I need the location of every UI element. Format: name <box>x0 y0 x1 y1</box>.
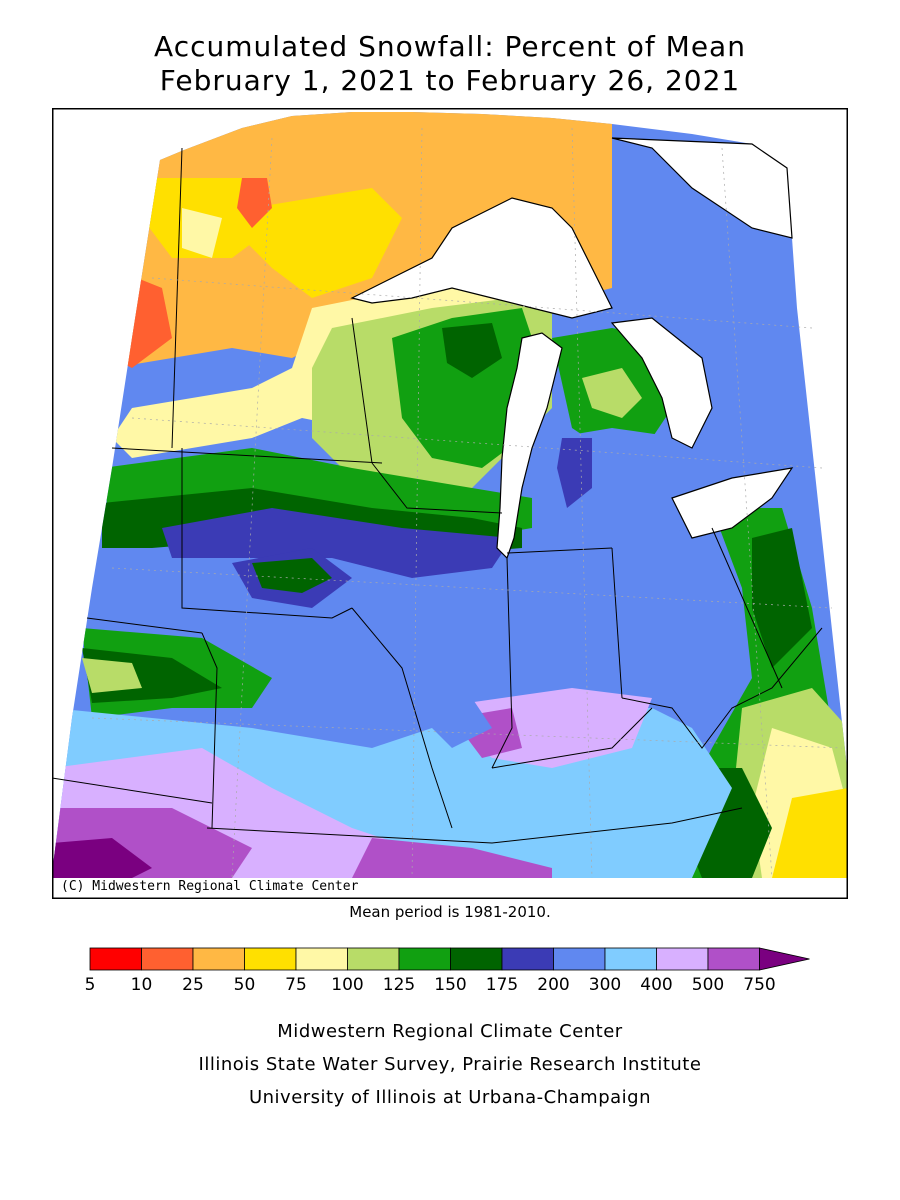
legend-tick-label: 150 <box>434 975 466 995</box>
legend-tick-label: 125 <box>383 975 415 995</box>
legend-tick-label: 400 <box>640 975 672 995</box>
map-title-line2: February 1, 2021 to February 26, 2021 <box>159 64 741 97</box>
legend-swatch <box>707 947 760 971</box>
copyright-credit: (C) Midwestern Regional Climate Center <box>56 878 364 895</box>
footer-line2: Illinois State Water Survey, Prairie Res… <box>198 1054 702 1075</box>
legend-tick-label: 100 <box>331 975 363 995</box>
map-frame <box>52 108 848 899</box>
legend-tick-label: 10 <box>131 975 153 995</box>
graticule <box>91 127 843 879</box>
state-borders <box>52 147 823 844</box>
legend-swatch <box>295 947 348 971</box>
legend-tick-label: 500 <box>692 975 724 995</box>
legend-swatch <box>192 947 245 971</box>
canada-region <box>611 137 793 239</box>
legend-tick-label: 5 <box>85 975 96 995</box>
legend-tick-label: 75 <box>285 975 307 995</box>
legend-swatch <box>604 947 657 971</box>
legend-swatch <box>244 947 297 971</box>
legend-swatch <box>656 947 709 971</box>
legend-tick-label: 175 <box>486 975 518 995</box>
lake-superior <box>350 197 613 319</box>
legend-swatch <box>89 947 142 971</box>
legend-swatch <box>553 947 606 971</box>
great-lakes <box>350 137 794 560</box>
legend-swatch <box>450 947 503 971</box>
map-title-line1: Accumulated Snowfall: Percent of Mean <box>154 30 746 63</box>
lake-huron <box>610 317 713 449</box>
legend-swatch <box>501 947 554 971</box>
legend-swatch <box>347 947 400 971</box>
lake-michigan <box>496 332 563 560</box>
color-legend: 5 10 25 50 75 100 125 150 175 200 300 400 500 750 <box>85 947 810 995</box>
legend-tick-label: 750 <box>743 975 775 995</box>
legend-overflow-arrow <box>759 947 810 971</box>
legend-tick-label: 200 <box>537 975 569 995</box>
legend-tick-label: 300 <box>589 975 621 995</box>
snowfall-map <box>52 108 848 899</box>
footer-line3: University of Illinois at Urbana-Champai… <box>248 1087 652 1108</box>
mean-period-note: Mean period is 1981-2010. <box>349 903 551 921</box>
legend-swatch <box>141 947 194 971</box>
lake-erie <box>671 467 794 539</box>
footer-line1: Midwestern Regional Climate Center <box>277 1021 623 1042</box>
legend-tick-label: 25 <box>182 975 204 995</box>
legend-tick-label: 50 <box>234 975 256 995</box>
legend-swatch <box>398 947 451 971</box>
